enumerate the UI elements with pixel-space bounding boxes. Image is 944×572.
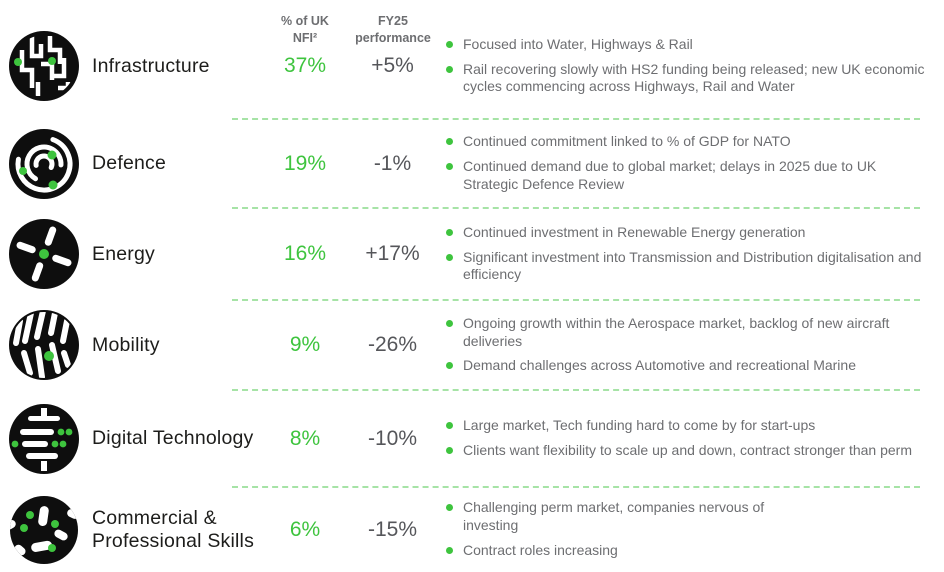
bullet-icon [446, 65, 453, 73]
bullet-icon [446, 138, 453, 146]
row-separator [232, 486, 920, 488]
digital-technology-icon [8, 403, 80, 475]
table-row: Infrastructure 37% +5% Focused into Wate… [0, 14, 944, 118]
bullet-icon [446, 228, 453, 236]
bullet-item: Contract roles increasing [440, 542, 822, 560]
bullet-item: Continued demand due to global market; d… [440, 158, 930, 194]
bullet-text: Focused into Water, Highways & Rail [463, 35, 693, 52]
commentary-list: Large market, Tech funding hard to come … [440, 417, 944, 460]
bullet-item: Large market, Tech funding hard to come … [440, 417, 930, 435]
bullet-item: Demand challenges across Automotive and … [440, 357, 930, 375]
nfi-value: 16% [283, 242, 327, 265]
bullet-icon [446, 319, 453, 327]
row-separator [232, 207, 920, 209]
fy25-value: -15% [367, 517, 418, 541]
bullet-icon [446, 504, 453, 512]
bullet-item: Focused into Water, Highways & Rail [440, 36, 930, 54]
bullet-text: Ongoing growth within the Aerospace mark… [463, 314, 890, 349]
bullet-icon [446, 546, 453, 554]
row-separator [232, 389, 920, 391]
energy-icon [8, 218, 80, 290]
bullet-icon [446, 253, 453, 261]
commentary-list: Continued commitment linked to % of GDP … [440, 133, 944, 194]
fy25-value: -1% [373, 151, 412, 175]
bullet-text: Contract roles increasing [463, 541, 618, 558]
nfi-value: 9% [289, 333, 321, 356]
mobility-icon [8, 309, 80, 381]
nfi-value: 37% [283, 54, 327, 77]
nfi-value: 19% [283, 151, 327, 175]
bullet-item: Significant investment into Transmission… [440, 249, 930, 285]
commentary-list: Ongoing growth within the Aerospace mark… [440, 315, 944, 376]
bullet-icon [446, 40, 453, 48]
column-header-fy25: FY25 performance [355, 14, 431, 45]
bullet-text: Rail recovering slowly with HS2 funding … [463, 60, 925, 95]
bullet-item: Continued commitment linked to % of GDP … [440, 133, 930, 151]
bullet-icon [446, 447, 453, 454]
bullet-item: Continued investment in Renewable Energy… [440, 224, 930, 242]
bullet-item: Ongoing growth within the Aerospace mark… [440, 315, 930, 351]
sector-label: Energy [92, 242, 155, 265]
table-row: Mobility 9% -26% Ongoing growth within t… [0, 300, 944, 390]
commentary-list: Continued investment in Renewable Energy… [440, 224, 944, 285]
bullet-icon [446, 422, 453, 430]
sector-label: Digital Technology [92, 427, 254, 449]
bullet-text: Clients want flexibility to scale up and… [463, 442, 913, 458]
bullet-item: Clients want flexibility to scale up and… [440, 442, 930, 460]
sector-label: Infrastructure [92, 54, 210, 77]
commentary-list: Focused into Water, Highways & Rail Rail… [440, 36, 944, 97]
table-row: Defence 19% -1% Continued commitment lin… [0, 119, 944, 208]
row-separator [232, 118, 920, 120]
row-separator [232, 299, 920, 301]
bullet-text: Demand challenges across Automotive and … [463, 357, 856, 374]
bullet-text: Continued commitment linked to % of GDP … [463, 133, 791, 150]
fy25-value: +5% [371, 54, 414, 77]
bullet-icon [446, 362, 453, 370]
bullet-item: Challenging perm market, companies nervo… [440, 499, 822, 535]
fy25-value: -10% [367, 426, 418, 450]
commentary-list: Challenging perm market, companies nervo… [440, 499, 836, 560]
nfi-value: 8% [289, 426, 321, 450]
sector-label: Defence [92, 152, 167, 174]
sector-label: Commercial & Professional Skills [92, 506, 255, 552]
fy25-value: -26% [367, 333, 418, 356]
bullet-icon [446, 163, 453, 171]
bullet-item: Rail recovering slowly with HS2 funding … [440, 61, 930, 97]
defence-icon [8, 128, 80, 200]
bullet-text: Continued investment in Renewable Energy… [463, 223, 806, 240]
nfi-value: 6% [289, 517, 321, 541]
bullet-text: Large market, Tech funding hard to come … [463, 417, 816, 434]
table-row: Energy 16% +17% Continued investment in … [0, 208, 944, 300]
table-row: Commercial & Professional Skills 6% -15%… [0, 487, 944, 572]
table-row: Digital Technology 8% -10% Large market,… [0, 390, 944, 487]
bullet-text: Significant investment into Transmission… [463, 248, 922, 283]
commercial-professional-skills-icon [8, 494, 80, 566]
sector-label: Mobility [92, 333, 160, 356]
bullet-text: Challenging perm market, companies nervo… [463, 499, 765, 534]
fy25-value: +17% [365, 242, 420, 265]
bullet-text: Continued demand due to global market; d… [463, 158, 877, 192]
column-header-nfi: % of UK NFI² [281, 14, 329, 45]
infrastructure-icon [8, 30, 80, 102]
